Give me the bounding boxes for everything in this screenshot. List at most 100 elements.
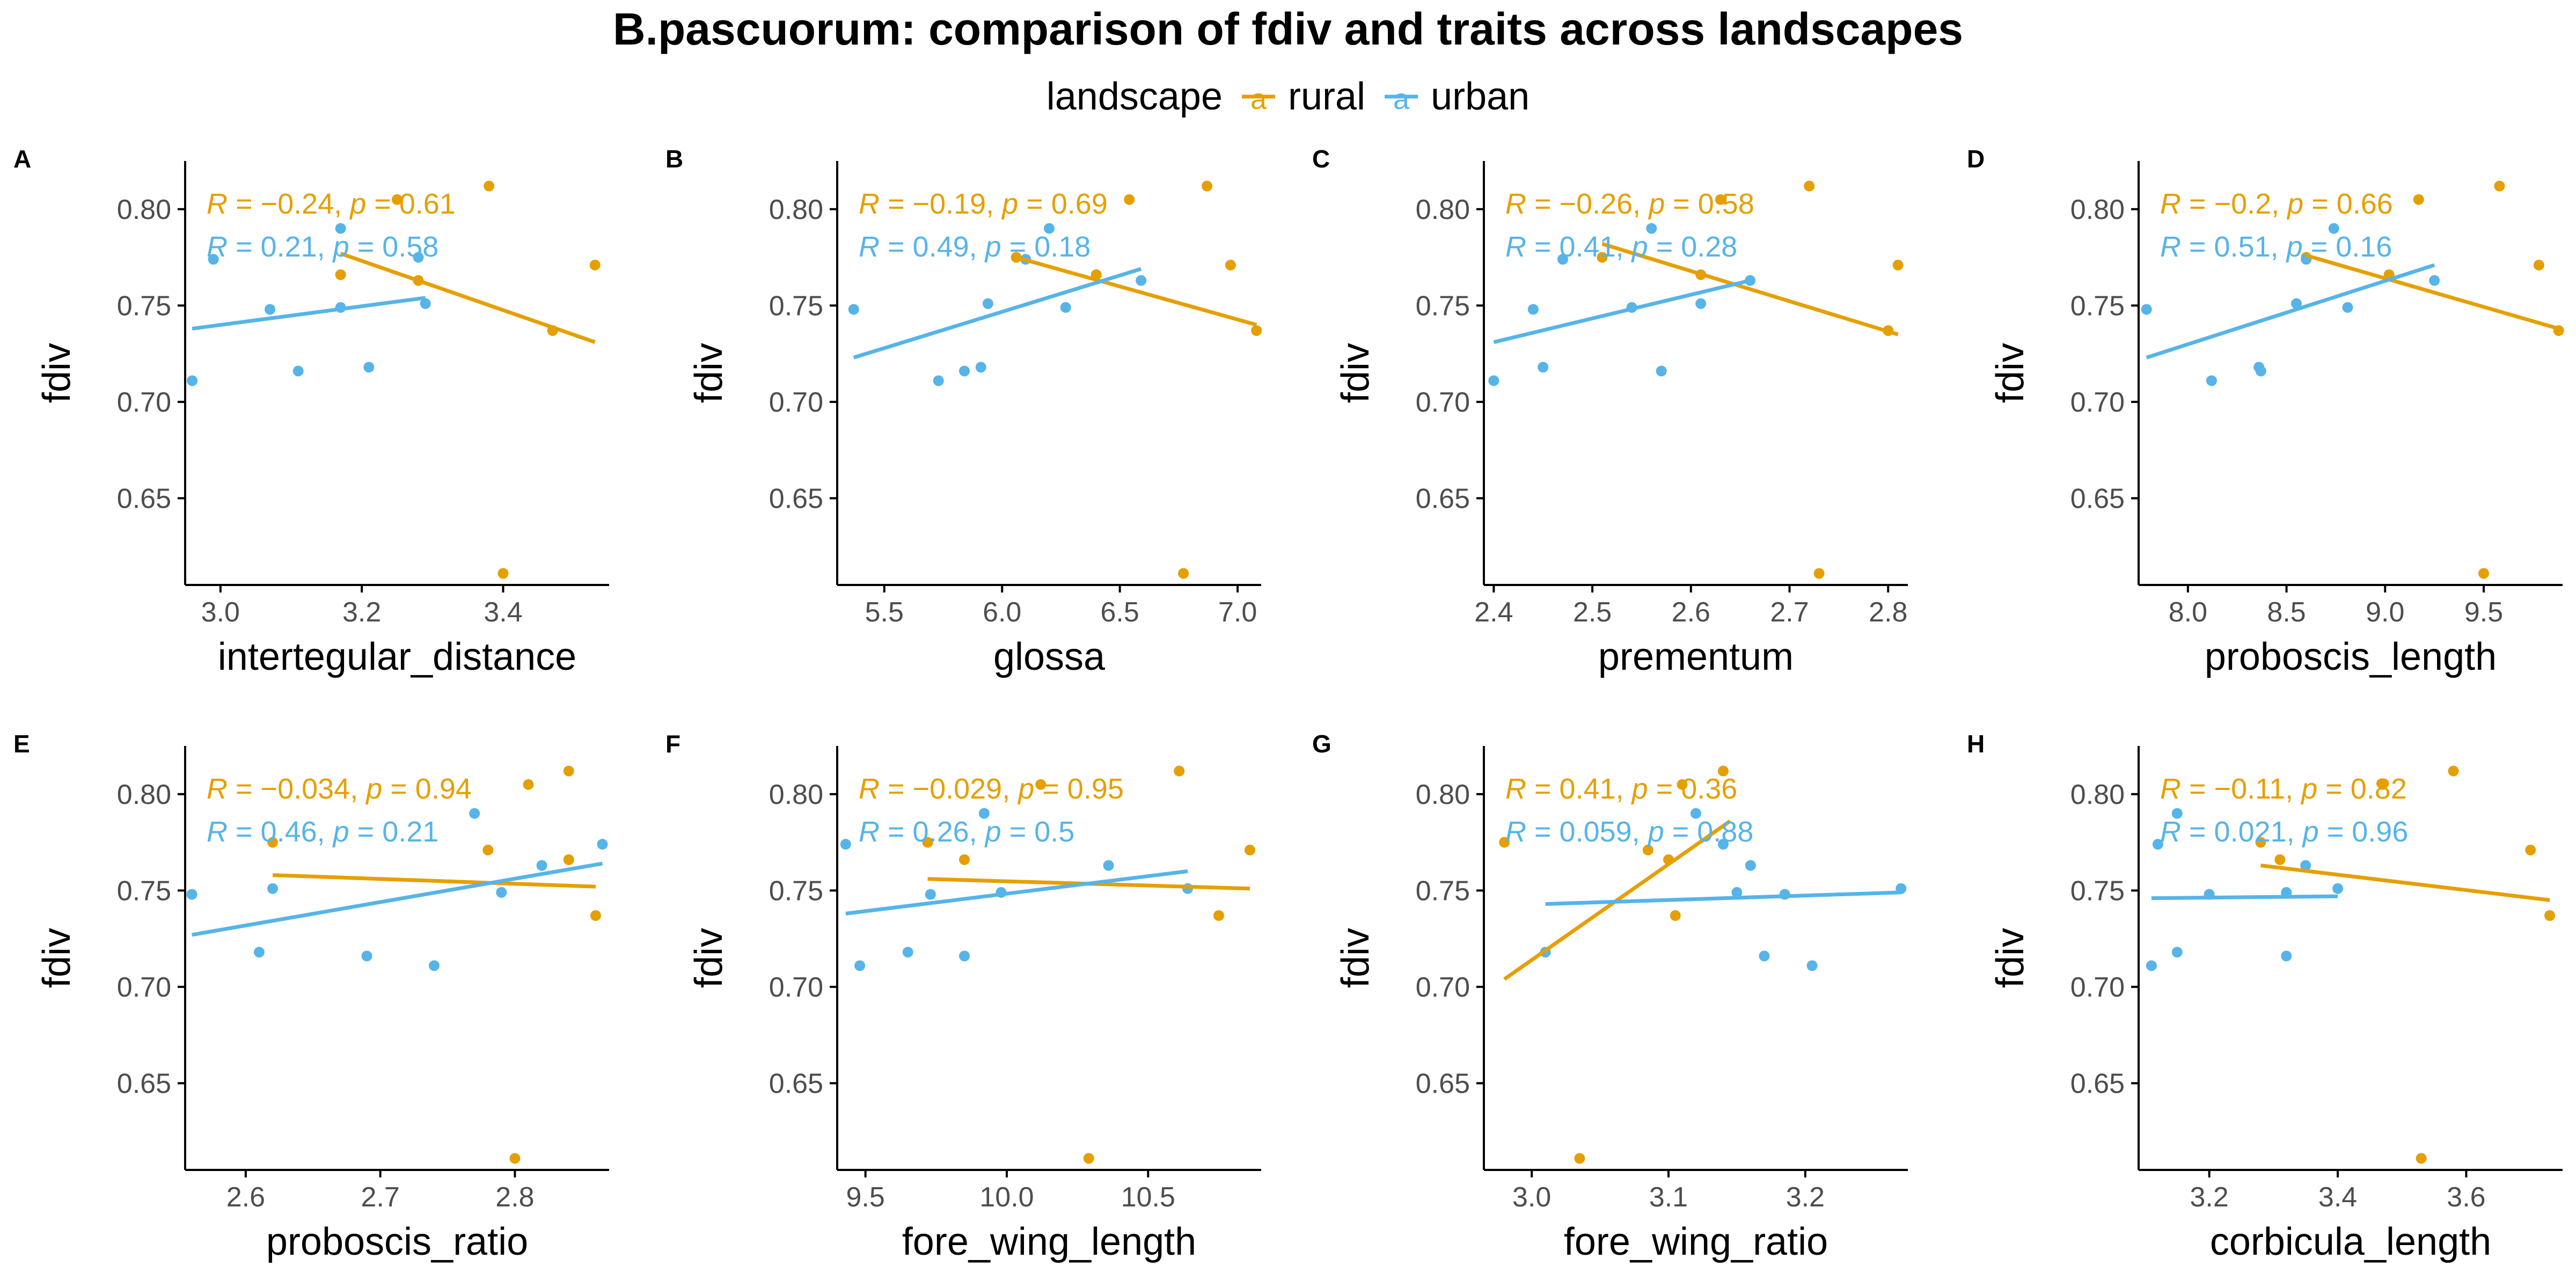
- point-urban: [1538, 362, 1549, 373]
- point-urban: [186, 889, 197, 900]
- y-tick-label: 0.80: [117, 779, 171, 810]
- fit-line-rural: [2260, 863, 2550, 902]
- point-rural: [523, 779, 534, 790]
- point-rural: [1178, 568, 1189, 579]
- point-urban: [1690, 808, 1701, 819]
- point-urban: [2146, 960, 2157, 971]
- x-axis-label: fore_wing_ratio: [1564, 1220, 1828, 1263]
- point-urban: [2255, 365, 2266, 377]
- x-tick-label: 3.0: [201, 597, 240, 628]
- point-rural: [2274, 854, 2286, 865]
- point-rural: [1083, 1153, 1094, 1164]
- x-tick-label: 2.4: [1474, 597, 1513, 628]
- point-rural: [1244, 844, 1255, 855]
- point-rural: [1574, 1153, 1585, 1164]
- x-tick-label: 6.0: [983, 597, 1021, 628]
- point-rural: [959, 854, 970, 865]
- legend-label-rural: rural: [1288, 75, 1366, 118]
- point-urban: [959, 950, 970, 962]
- point-urban: [1488, 375, 1499, 386]
- point-rural: [1174, 765, 1185, 777]
- x-tick-label: 2.6: [1672, 597, 1710, 628]
- point-urban: [1731, 887, 1743, 898]
- legend-title: landscape: [1046, 75, 1223, 118]
- point-urban: [933, 375, 944, 386]
- y-tick-label: 0.70: [1416, 387, 1470, 418]
- point-rural: [1642, 844, 1653, 855]
- point-rural: [1225, 259, 1236, 270]
- point-rural: [1813, 568, 1825, 579]
- panel-d: D 0.65 0.70 0.75 0.80 8.0 8.5 9.0 9.5 proboscis_l…: [1967, 145, 2564, 678]
- point-urban: [2332, 883, 2344, 894]
- point-urban: [469, 808, 480, 819]
- panel-tag: E: [13, 730, 30, 758]
- panel-c: C 0.65 0.70 0.75 0.80 2.4 2.5 2.6 2.7 2.8 prementu…: [1312, 145, 1908, 678]
- point-urban: [361, 950, 372, 962]
- y-tick-label: 0.70: [117, 387, 171, 418]
- y-axis-label: fdiv: [687, 928, 730, 988]
- y-tick-label: 0.70: [117, 972, 171, 1003]
- fit-line-urban: [845, 869, 1188, 916]
- point-rural: [2413, 194, 2424, 205]
- stat-label-urban: R = 0.021, p = 0.96: [2160, 816, 2408, 848]
- x-tick-label: 3.4: [484, 597, 522, 628]
- fit-line-urban: [1493, 279, 1751, 344]
- point-rural: [1597, 252, 1608, 263]
- y-tick-label: 0.65: [117, 483, 171, 514]
- panel-tag: A: [13, 145, 31, 173]
- panel-b: B 0.65 0.70 0.75 0.80 5.5 6.0 6.5 7.0 glossa fdiv R…: [665, 145, 1262, 678]
- y-tick-label: 0.70: [2070, 972, 2125, 1003]
- legend-item-urban: a urban: [1384, 75, 1529, 119]
- stat-label-urban: R = 0.51, p = 0.16: [2160, 231, 2392, 263]
- y-tick-label: 0.70: [2070, 387, 2125, 418]
- point-urban: [978, 808, 990, 819]
- y-tick-label: 0.80: [1416, 194, 1470, 225]
- panel-tag: C: [1312, 145, 1330, 173]
- x-axis-label: proboscis_ratio: [266, 1220, 528, 1263]
- point-urban: [959, 365, 970, 377]
- point-rural: [563, 765, 574, 777]
- point-urban: [2152, 839, 2163, 850]
- panel-g: G 0.65 0.70 0.75 0.80 3.0 3.1 3.2 fore_wing_rati…: [1312, 730, 1908, 1263]
- legend-glyph-rural: a: [1250, 83, 1267, 114]
- point-urban: [292, 365, 304, 377]
- chart-title: B.pascuorum: comparison of fdiv and trai…: [612, 4, 1964, 54]
- point-rural: [590, 910, 601, 921]
- stat-label-rural: R = −0.19, p = 0.69: [859, 188, 1108, 220]
- stat-label-urban: R = 0.26, p = 0.5: [859, 816, 1074, 848]
- y-axis-label: fdiv: [1334, 343, 1377, 403]
- point-rural: [2544, 910, 2556, 921]
- panel-tag: B: [665, 145, 683, 173]
- point-urban: [848, 304, 859, 315]
- x-tick-label: 3.1: [1649, 1182, 1688, 1213]
- point-urban: [1759, 950, 1770, 962]
- panel-a: A 0.65 0.70 0.75 0.80 3.0 3.2 3.4 intertegular_d…: [13, 145, 609, 678]
- point-urban: [265, 304, 275, 315]
- panel-tag: F: [665, 730, 680, 758]
- x-tick-label: 3.0: [1512, 1182, 1551, 1213]
- stat-label-rural: R = −0.24, p = 0.61: [207, 188, 456, 220]
- fit-line-rural: [2306, 253, 2559, 331]
- fit-line-urban: [1545, 890, 1901, 906]
- legend-item-rural: a rural: [1241, 75, 1365, 119]
- point-rural: [2448, 765, 2459, 777]
- panel-h: H 0.65 0.70 0.75 0.80 3.2 3.4 3.6 corbicula_leng…: [1967, 730, 2563, 1263]
- y-tick-label: 0.80: [769, 779, 823, 810]
- point-urban: [1806, 960, 1818, 971]
- point-rural: [2525, 844, 2536, 855]
- panel-tag: G: [1312, 730, 1331, 758]
- x-tick-label: 2.7: [361, 1182, 400, 1213]
- y-tick-label: 0.65: [1416, 1068, 1470, 1099]
- point-urban: [2342, 302, 2353, 313]
- y-tick-label: 0.80: [1416, 779, 1470, 810]
- y-tick-label: 0.65: [2070, 1068, 2125, 1099]
- point-rural: [1124, 194, 1135, 205]
- stat-label-rural: R = −0.034, p = 0.94: [207, 773, 472, 805]
- point-urban: [1527, 304, 1539, 315]
- point-rural: [1804, 180, 1815, 192]
- x-axis-label: intertegular_distance: [218, 635, 576, 678]
- stat-label-rural: R = 0.41, p = 0.36: [1505, 773, 1737, 805]
- y-tick-label: 0.75: [769, 875, 823, 906]
- point-rural: [335, 269, 346, 280]
- x-tick-label: 2.5: [1573, 597, 1612, 628]
